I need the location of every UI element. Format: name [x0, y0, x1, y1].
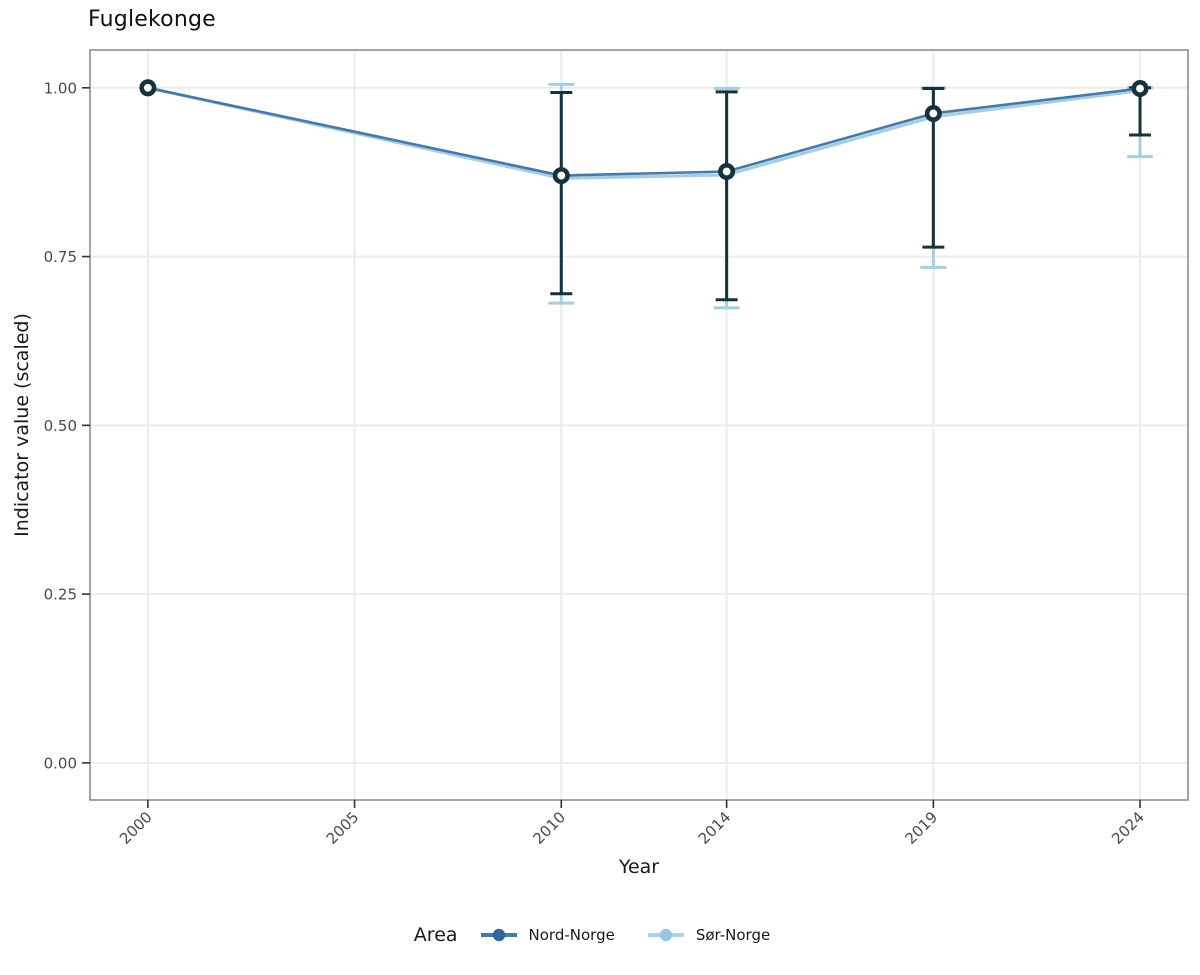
- data-point-marker: [552, 167, 570, 185]
- data-point-marker: [924, 104, 942, 122]
- gridlines: [90, 50, 1188, 800]
- legend-item-nord-norge: Nord-Norge: [478, 925, 615, 945]
- x-axis-title: Year: [618, 856, 660, 878]
- legend-title: Area: [413, 924, 458, 946]
- y-axis-title: Indicator value (scaled): [11, 313, 33, 537]
- legend-item-sor-norge: Sør-Norge: [645, 925, 770, 945]
- legend-key-nord-norge-icon: [480, 928, 517, 942]
- x-tick-label: 2010: [529, 808, 569, 848]
- data-point-marker: [718, 163, 736, 181]
- y-tick-label: 1.00: [44, 79, 77, 97]
- x-tick-label: 2019: [901, 808, 941, 848]
- data-point-marker: [1131, 79, 1149, 97]
- y-tick-label: 0.75: [44, 248, 77, 266]
- legend-key-sor-norge-icon: [647, 928, 684, 942]
- series-points-nord-norge: [139, 79, 1149, 185]
- x-tick-label: 2024: [1108, 808, 1148, 848]
- y-tick-label: 0.00: [44, 754, 77, 772]
- legend: Area Nord-Norge Sør-Norge: [0, 916, 1200, 954]
- legend-label-nord-norge: Nord-Norge: [528, 926, 615, 944]
- x-tick-label: 2000: [116, 808, 156, 848]
- y-tick-label: 0.50: [44, 417, 77, 435]
- y-tick-label: 0.25: [44, 586, 77, 604]
- legend-label-sor-norge: Sør-Norge: [695, 926, 771, 944]
- x-tick-label: 2014: [695, 808, 735, 848]
- data-point-marker: [139, 79, 157, 97]
- chart-title: Fuglekonge: [88, 7, 216, 32]
- x-tick-label: 2005: [323, 808, 363, 848]
